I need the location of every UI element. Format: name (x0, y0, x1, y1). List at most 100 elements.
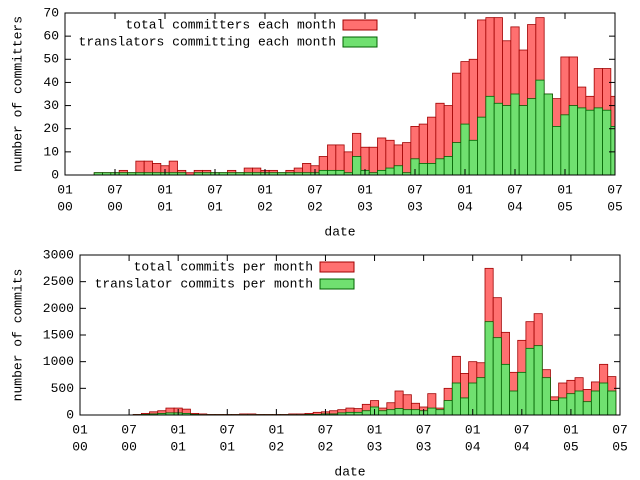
bar (510, 93, 520, 175)
x-tick-label: 02 (307, 199, 323, 214)
x-tick-label: 03 (407, 199, 423, 214)
bar (394, 408, 404, 415)
bars (93, 17, 615, 175)
x-tick-label: 01 (170, 422, 186, 437)
x-tick-label: 03 (367, 439, 383, 454)
x-tick-label: 07 (307, 182, 323, 197)
bar (493, 102, 503, 175)
bar (476, 377, 486, 415)
x-tick-label: 01 (465, 422, 481, 437)
y-tick-label: 2000 (43, 301, 74, 316)
y-tick-label: 20 (43, 121, 59, 136)
y-tick-label: 60 (43, 29, 59, 44)
bar (410, 409, 420, 415)
bar (427, 163, 437, 175)
x-tick-label: 07 (612, 422, 628, 437)
legend-swatch (342, 19, 378, 31)
bar (402, 142, 412, 175)
bar (492, 337, 502, 415)
y-tick-label: 1500 (43, 327, 74, 342)
x-tick-label: 01 (219, 439, 235, 454)
legend-label: translator commits per month (95, 276, 313, 291)
bar (484, 321, 494, 415)
x-tick-label: 00 (107, 199, 123, 214)
x-tick-label: 04 (514, 439, 530, 454)
bar (418, 163, 428, 175)
legend-label: translators committing each month (79, 34, 336, 49)
x-axis-label: date (324, 224, 355, 239)
y-tick-label: 3000 (43, 247, 74, 262)
bar (502, 105, 512, 175)
bar (385, 167, 395, 175)
bar (402, 409, 412, 415)
bar (599, 382, 609, 415)
y-axis-label: number of committers (10, 16, 25, 172)
x-tick-label: 02 (318, 439, 334, 454)
bar (543, 93, 553, 175)
bar (533, 345, 543, 415)
x-tick-label: 02 (257, 199, 273, 214)
x-tick-label: 01 (557, 182, 573, 197)
x-tick-label: 00 (72, 439, 88, 454)
legend-swatch (342, 36, 378, 48)
bar (393, 165, 403, 175)
x-tick-label: 01 (269, 422, 285, 437)
bar (443, 156, 453, 175)
y-tick-label: 30 (43, 98, 59, 113)
bar (460, 397, 470, 415)
bars (132, 267, 617, 415)
bar (552, 126, 562, 175)
x-tick-label: 01 (457, 182, 473, 197)
bar (451, 382, 461, 415)
legend-label: total committers each month (125, 17, 336, 32)
bar (361, 410, 371, 415)
bar (443, 400, 453, 415)
bar (518, 105, 528, 175)
x-axis-label: date (334, 464, 365, 479)
y-tick-label: 500 (51, 381, 74, 396)
bar (590, 390, 600, 415)
bar (550, 400, 560, 415)
x-tick-label: 05 (557, 199, 573, 214)
bar (560, 114, 570, 175)
bar (377, 169, 387, 175)
x-tick-label: 04 (507, 199, 523, 214)
y-tick-label: 0 (51, 167, 59, 182)
bar (468, 139, 478, 175)
legend-swatch (319, 261, 355, 273)
y-tick-label: 1000 (43, 354, 74, 369)
x-tick-label: 00 (121, 439, 137, 454)
x-tick-label: 01 (57, 182, 73, 197)
x-tick-label: 01 (157, 182, 173, 197)
bar (378, 410, 388, 415)
y-tick-label: 50 (43, 52, 59, 67)
bar (509, 390, 519, 415)
x-tick-label: 07 (207, 182, 223, 197)
bar (435, 409, 445, 415)
y-tick-label: 0 (66, 407, 74, 422)
x-tick-label: 05 (607, 199, 623, 214)
x-tick-label: 01 (367, 422, 383, 437)
bar (577, 107, 587, 175)
bar (582, 401, 592, 415)
x-tick-label: 07 (219, 422, 235, 437)
bar (335, 169, 345, 175)
x-tick-label: 02 (269, 439, 285, 454)
bar (343, 151, 353, 175)
x-tick-label: 05 (612, 439, 628, 454)
x-tick-label: 03 (416, 439, 432, 454)
bar (541, 377, 551, 415)
bar (318, 169, 328, 175)
bar (435, 158, 445, 175)
y-axis-label: number of commits (10, 269, 25, 402)
bar (527, 98, 537, 175)
bar (568, 105, 578, 175)
bar (368, 146, 378, 175)
bar (585, 109, 595, 175)
x-tick-label: 04 (465, 439, 481, 454)
y-tick-label: 40 (43, 75, 59, 90)
x-tick-label: 07 (121, 422, 137, 437)
bar (558, 397, 568, 415)
